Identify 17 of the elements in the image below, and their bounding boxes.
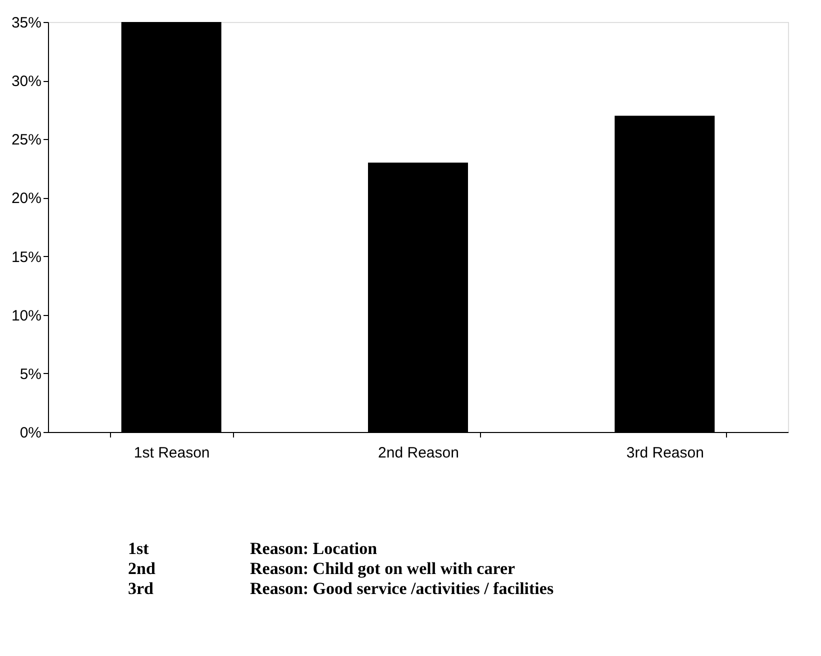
y-tick-label: 5% xyxy=(20,366,42,383)
y-tick-label: 0% xyxy=(20,424,42,442)
y-tick-label: 25% xyxy=(11,132,42,149)
y-tick-label: 30% xyxy=(11,73,42,90)
y-tick-label: 10% xyxy=(11,307,42,324)
x-tick-label: 3rd Reason xyxy=(626,444,704,462)
text: Reason: Location xyxy=(250,539,378,558)
y-tick-label: 35% xyxy=(11,14,42,32)
text: Reason: Child got on well with carer xyxy=(250,559,516,578)
x-tick-label: 1st Reason xyxy=(134,444,210,462)
x-tick-label: 2nd Reason xyxy=(378,444,459,462)
text: 1st xyxy=(128,539,150,558)
y-tick-label: 15% xyxy=(11,248,42,266)
y-tick-label: 20% xyxy=(11,190,42,208)
text: 2nd xyxy=(128,559,156,578)
text: Reason: Good service /activities / facilities xyxy=(250,579,554,598)
text: 3rd xyxy=(128,579,154,598)
